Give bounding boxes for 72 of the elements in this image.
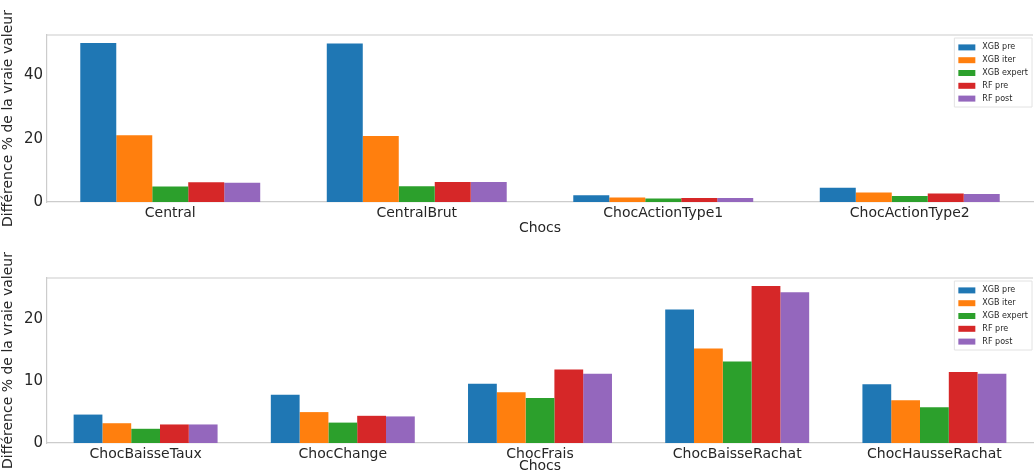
bar bbox=[270, 394, 300, 443]
y-axis-title: Différence % de la vraie valeur bbox=[0, 9, 16, 227]
bar bbox=[398, 186, 435, 202]
bar bbox=[326, 43, 363, 202]
x-tick-label: CentralBrut bbox=[376, 204, 458, 221]
bar bbox=[977, 373, 1007, 443]
x-tick-label: ChocActionType2 bbox=[849, 204, 970, 221]
bar bbox=[299, 412, 329, 443]
bar bbox=[609, 197, 646, 202]
y-axis-title: Différence % de la vraie valeur bbox=[0, 251, 16, 469]
bar bbox=[434, 182, 471, 202]
x-tick-label: ChocHausseRachat bbox=[867, 445, 1003, 462]
bar bbox=[694, 348, 723, 443]
x-tick-label: ChocBaisseRachat bbox=[672, 445, 803, 462]
bar bbox=[160, 424, 189, 443]
y-tick-label: 20 bbox=[23, 128, 43, 147]
x-tick-label: ChocChange bbox=[298, 445, 388, 462]
legend-label: XGB iter bbox=[982, 298, 1017, 308]
x-tick-label: Central bbox=[144, 204, 196, 221]
legend-label: RF pre bbox=[982, 80, 1009, 90]
x-tick-label: ChocActionType1 bbox=[603, 204, 724, 221]
bar bbox=[920, 407, 949, 443]
bar bbox=[891, 195, 928, 202]
bar bbox=[328, 422, 358, 443]
bar bbox=[385, 416, 415, 443]
bar bbox=[73, 414, 103, 443]
bar bbox=[554, 369, 584, 443]
bar bbox=[862, 384, 892, 443]
y-tick-label: 0 bbox=[33, 191, 43, 210]
bar bbox=[362, 136, 399, 202]
bar bbox=[116, 135, 153, 202]
bar bbox=[948, 371, 978, 443]
legend-label: XGB pre bbox=[982, 285, 1016, 295]
bar bbox=[470, 182, 507, 202]
legend-label: RF post bbox=[982, 93, 1013, 103]
bar bbox=[188, 424, 218, 443]
bar bbox=[80, 42, 117, 202]
bar bbox=[152, 186, 189, 202]
legend-label: XGB iter bbox=[982, 55, 1017, 65]
bar bbox=[357, 415, 386, 443]
y-tick-label: 0 bbox=[33, 432, 43, 451]
bar bbox=[819, 187, 856, 202]
bar bbox=[722, 361, 752, 443]
bar bbox=[855, 192, 892, 202]
bar bbox=[751, 286, 781, 443]
y-tick-label: 20 bbox=[23, 309, 43, 328]
x-axis-title: Chocs bbox=[518, 219, 562, 236]
bar bbox=[224, 182, 261, 202]
bar bbox=[573, 195, 610, 202]
x-tick-label: ChocBaisseTaux bbox=[89, 445, 202, 462]
bar bbox=[468, 383, 497, 443]
bar bbox=[131, 428, 160, 443]
bar bbox=[963, 194, 1000, 202]
bar bbox=[102, 423, 132, 443]
legend-label: XGB pre bbox=[982, 42, 1016, 52]
bar bbox=[525, 397, 555, 443]
bar bbox=[780, 292, 810, 443]
bar bbox=[188, 182, 225, 202]
bar bbox=[583, 373, 612, 443]
legend-label: RF pre bbox=[982, 323, 1009, 333]
legend-label: XGB expert bbox=[982, 311, 1028, 321]
y-tick-label: 40 bbox=[23, 65, 43, 84]
bar bbox=[927, 193, 964, 202]
y-tick-label: 10 bbox=[23, 371, 43, 390]
bar bbox=[496, 392, 526, 443]
legend-label: RF post bbox=[982, 336, 1013, 346]
bar bbox=[717, 197, 754, 202]
x-axis-title: Chocs bbox=[518, 457, 562, 474]
bar bbox=[681, 197, 718, 202]
bar bbox=[891, 400, 920, 443]
bar bbox=[665, 309, 695, 443]
legend-label: XGB expert bbox=[982, 68, 1028, 78]
